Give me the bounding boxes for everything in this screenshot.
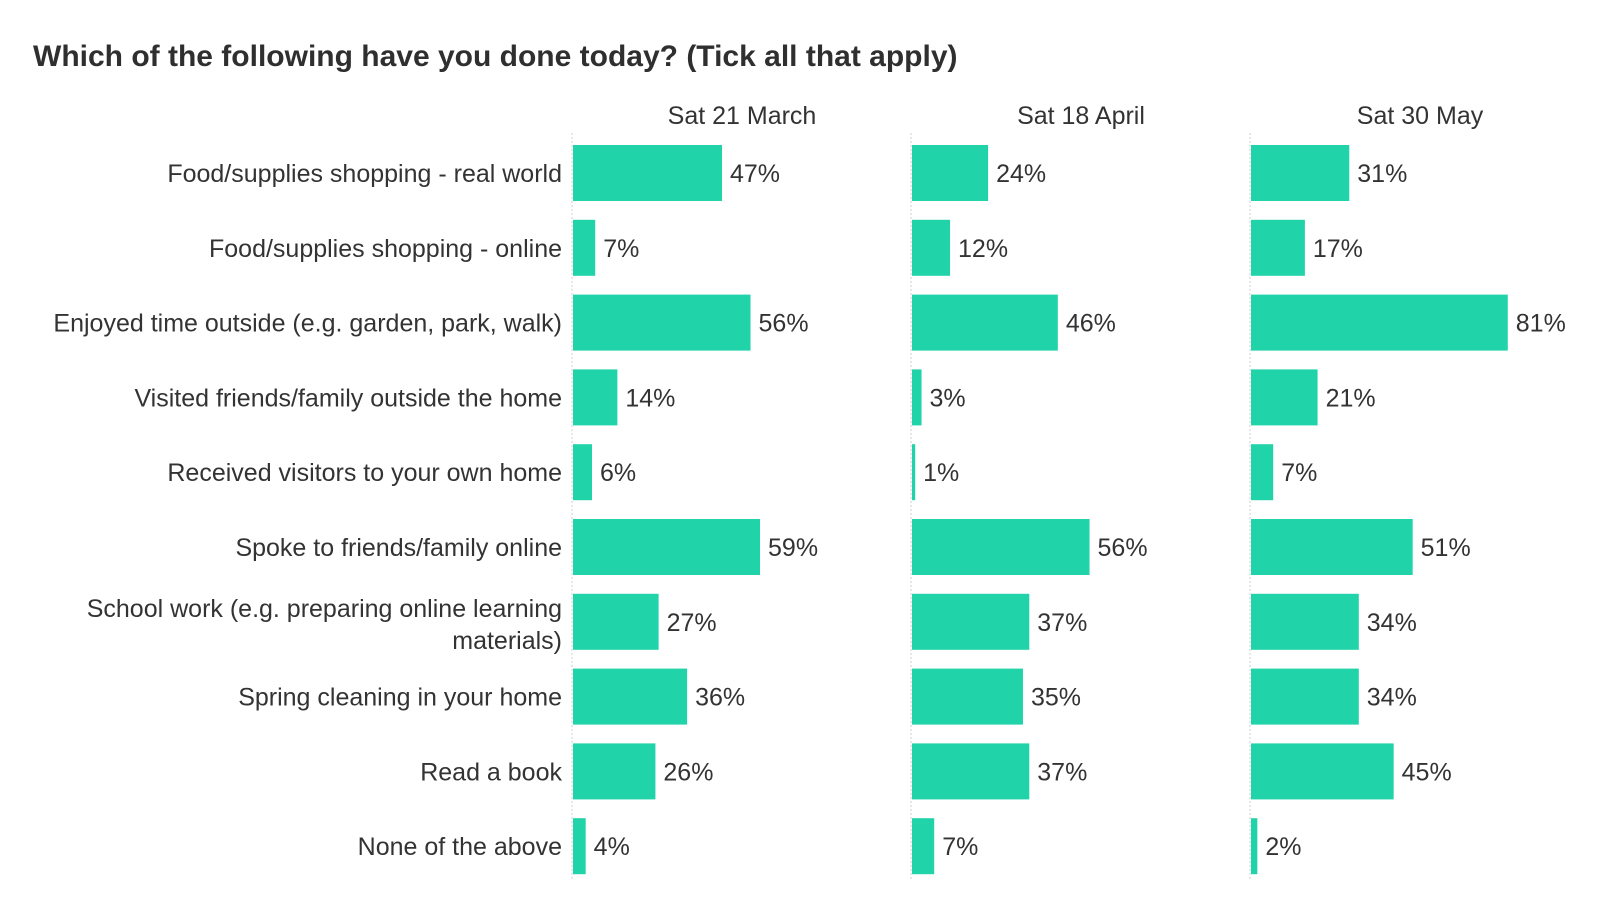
data-label: 12%	[958, 235, 1008, 263]
category-label: Food/supplies shopping - real world	[167, 160, 562, 188]
bar	[912, 369, 922, 426]
bar	[1251, 668, 1359, 725]
category-label: Received visitors to your own home	[167, 459, 562, 487]
data-label: 36%	[695, 684, 745, 712]
bar	[573, 519, 761, 575]
data-label: 14%	[625, 384, 675, 412]
panel-3: Sat 30 May 31% 17% 81% 21% 7% 51% 34% 34% 45% 2%	[1249, 102, 1566, 880]
bar	[1251, 219, 1305, 276]
data-label: 1%	[923, 459, 959, 487]
data-label: 7%	[603, 235, 639, 263]
panel-1: Sat 21 March 47% 7% 56% 14% 6% 59% 27% 36% 26% 4%	[571, 102, 818, 880]
data-label: 6%	[600, 459, 636, 487]
data-label: 2%	[1265, 833, 1301, 861]
data-label: 46%	[1066, 310, 1116, 338]
category-label: Read a book	[420, 758, 562, 786]
bar	[912, 219, 951, 276]
data-label: 34%	[1367, 684, 1417, 712]
data-label: 47%	[730, 160, 780, 188]
data-label: 56%	[1098, 534, 1148, 562]
bar	[1251, 818, 1258, 875]
data-label: 37%	[1037, 758, 1087, 786]
data-label: 4%	[594, 833, 630, 861]
data-label: 37%	[1037, 609, 1087, 637]
data-label: 21%	[1326, 384, 1376, 412]
category-label: None of the above	[358, 833, 562, 861]
data-label: 34%	[1367, 609, 1417, 637]
bar	[912, 593, 1030, 650]
bar	[1251, 145, 1350, 201]
data-label: 31%	[1357, 160, 1407, 188]
bar	[573, 444, 593, 501]
data-label: 7%	[942, 833, 978, 861]
bar	[912, 294, 1058, 351]
bar	[1251, 444, 1274, 501]
bar	[912, 145, 989, 201]
bar	[573, 369, 618, 426]
bar	[1251, 519, 1413, 575]
bar	[1251, 294, 1508, 351]
panel-title: Sat 18 April	[1017, 102, 1145, 130]
panel-title: Sat 30 May	[1357, 102, 1484, 130]
bar	[573, 145, 722, 201]
category-label: Spoke to friends/family online	[235, 534, 562, 562]
data-label: 59%	[768, 534, 818, 562]
data-label: 3%	[930, 384, 966, 412]
bar	[573, 668, 688, 725]
data-label: 24%	[996, 160, 1046, 188]
data-label: 26%	[663, 758, 713, 786]
bar	[573, 219, 596, 276]
data-label: 27%	[667, 609, 717, 637]
bar	[573, 818, 586, 875]
data-label: 17%	[1313, 235, 1363, 263]
bar	[1251, 369, 1318, 426]
bar	[573, 743, 656, 800]
category-label: Spring cleaning in your home	[238, 684, 562, 712]
panels: Sat 21 March47%7%56%14%6%59%27%36%26%4%S…	[571, 102, 1566, 880]
category-label: School work (e.g. preparing online learn…	[87, 595, 562, 655]
data-label: 45%	[1402, 758, 1452, 786]
data-label: 51%	[1421, 534, 1471, 562]
data-label: 56%	[759, 310, 809, 338]
category-label: Food/supplies shopping - online	[209, 235, 562, 263]
category-labels: Food/supplies shopping - real world Food/…	[53, 160, 562, 861]
data-label: 81%	[1516, 310, 1566, 338]
data-label: 7%	[1281, 459, 1317, 487]
bar	[1251, 743, 1394, 800]
chart-title: Which of the following have you done tod…	[33, 40, 958, 73]
bar	[912, 818, 935, 875]
bar	[912, 444, 916, 501]
category-label: Visited friends/family outside the home	[134, 384, 562, 412]
bar	[573, 593, 659, 650]
bar	[912, 668, 1023, 725]
bar	[912, 519, 1090, 575]
bar	[1251, 593, 1359, 650]
panel-title: Sat 21 March	[668, 102, 817, 130]
panel-2: Sat 18 April 24% 12% 46% 3% 1% 56% 37% 35% 37% 7%	[910, 102, 1148, 880]
category-label: Enjoyed time outside (e.g. garden, park,…	[53, 310, 562, 338]
bar	[912, 743, 1030, 800]
bar	[573, 294, 751, 351]
data-label: 35%	[1031, 684, 1081, 712]
